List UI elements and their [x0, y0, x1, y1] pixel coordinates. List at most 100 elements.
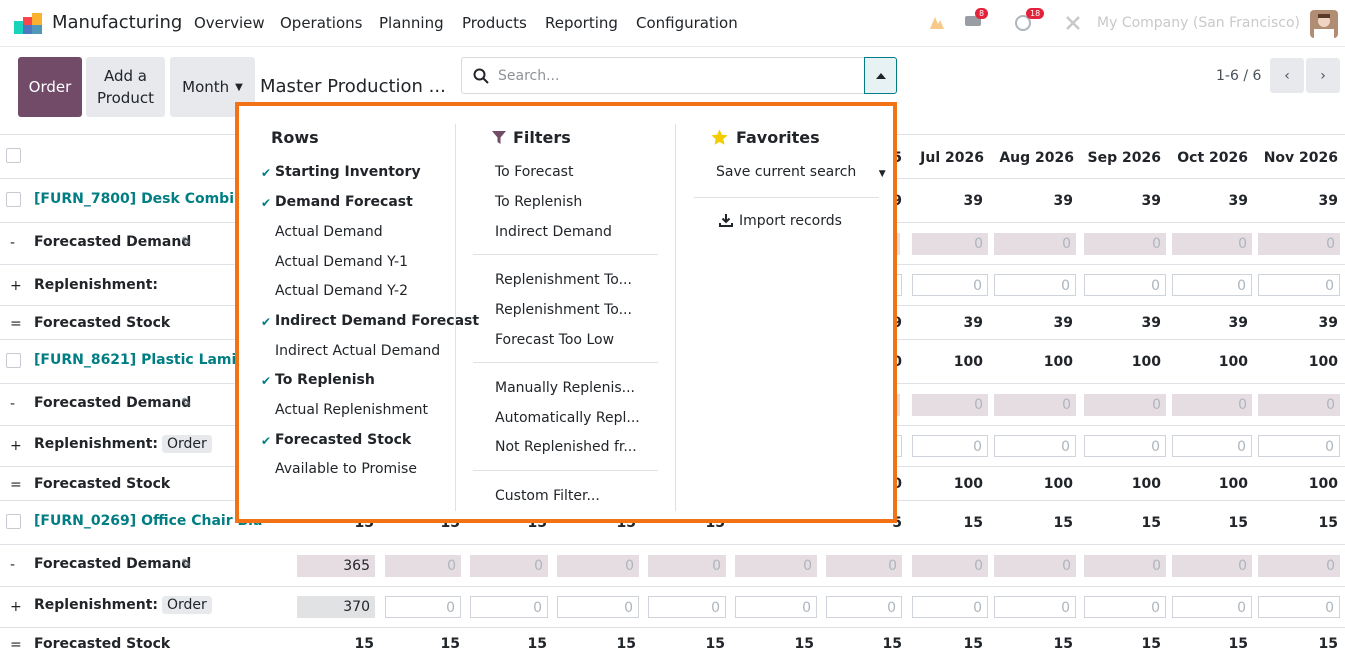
forecast-cell[interactable]: 0 [385, 555, 461, 577]
replenish-cell[interactable]: 370 [297, 596, 375, 618]
user-avatar[interactable] [1310, 10, 1338, 38]
period-dropdown[interactable]: Month ▼ [170, 57, 255, 117]
row-option-actual-replenishment[interactable]: Actual Replenishment [275, 402, 428, 418]
forecast-cell[interactable]: 0 [826, 555, 902, 577]
forecast-cell[interactable]: 0 [1172, 233, 1252, 255]
search-options-toggle[interactable] [864, 57, 897, 94]
replenish-cell[interactable]: 0 [1084, 274, 1166, 296]
row-checkbox[interactable] [6, 353, 21, 368]
forecast-cell[interactable]: 0 [1258, 233, 1340, 255]
pencil-icon[interactable]: ✎ [181, 557, 192, 572]
row-option-actual-demand-y1[interactable]: Actual Demand Y-1 [275, 254, 408, 270]
row-option-indirect-actual-demand[interactable]: Indirect Actual Demand [275, 343, 441, 359]
forecast-cell[interactable]: 0 [994, 233, 1076, 255]
replenish-cell[interactable]: 0 [1172, 596, 1252, 618]
replenish-cell[interactable]: 0 [648, 596, 726, 618]
filter-replenishment-2[interactable]: Replenishment To... [495, 302, 632, 318]
replenish-cell[interactable]: 0 [912, 435, 988, 457]
replenish-cell[interactable]: 0 [994, 435, 1076, 457]
row-checkbox[interactable] [6, 514, 21, 529]
replenish-cell[interactable]: 0 [994, 596, 1076, 618]
forecast-cell[interactable]: 0 [557, 555, 639, 577]
forecast-cell[interactable]: 0 [735, 555, 817, 577]
filter-to-replenish[interactable]: To Replenish [495, 194, 583, 210]
row-checkbox[interactable] [6, 192, 21, 207]
row-option-available-to-promise[interactable]: Available to Promise [275, 461, 417, 477]
custom-filter-button[interactable]: Custom Filter... [495, 488, 600, 504]
pencil-icon[interactable]: ✎ [181, 396, 192, 411]
replenish-cell[interactable]: 0 [826, 596, 902, 618]
search-bar[interactable]: Search... [461, 57, 865, 94]
filter-to-forecast[interactable]: To Forecast [495, 164, 574, 180]
row-option-forecasted-stock[interactable]: Forecasted Stock [275, 432, 412, 448]
chat-icon[interactable]: 8 [963, 8, 989, 32]
row-option-demand-forecast[interactable]: Demand Forecast [275, 194, 413, 210]
select-all-checkbox[interactable] [6, 148, 21, 163]
debug-icon[interactable] [927, 12, 947, 32]
forecast-cell[interactable]: 0 [470, 555, 548, 577]
forecast-cell[interactable]: 0 [648, 555, 726, 577]
add-product-button[interactable]: Add a Product [86, 57, 165, 117]
row-option-starting-inventory[interactable]: Starting Inventory [275, 164, 421, 180]
filter-forecast-too-low[interactable]: Forecast Too Low [495, 332, 615, 348]
pager-previous-button[interactable]: ‹ [1270, 58, 1304, 93]
forecast-cell[interactable]: 0 [1172, 555, 1252, 577]
replenish-cell[interactable]: 0 [557, 596, 639, 618]
filter-replenishment-1[interactable]: Replenishment To... [495, 272, 632, 288]
replenish-cell[interactable]: 0 [912, 274, 988, 296]
forecast-cell[interactable]: 365 [297, 555, 375, 577]
filter-automatically-replenished[interactable]: Automatically Repl... [495, 410, 640, 426]
row-option-actual-demand[interactable]: Actual Demand [275, 224, 383, 240]
replenish-cell[interactable]: 0 [1172, 274, 1252, 296]
replenish-cell[interactable]: 0 [912, 596, 988, 618]
forecast-cell[interactable]: 0 [1172, 394, 1252, 416]
product-name[interactable]: [FURN_8621] Plastic Laminate [34, 352, 272, 368]
order-tag-button[interactable]: Order [162, 435, 212, 453]
forecast-cell[interactable]: 0 [1084, 555, 1166, 577]
forecast-cell[interactable]: 0 [994, 555, 1076, 577]
forecast-cell[interactable]: 0 [912, 394, 988, 416]
row-option-indirect-demand-forecast[interactable]: Indirect Demand Forecast [275, 313, 480, 329]
menu-reporting[interactable]: Reporting [545, 14, 618, 32]
order-tag-button[interactable]: Order [162, 596, 212, 614]
menu-planning[interactable]: Planning [379, 14, 444, 32]
app-name[interactable]: Manufacturing [52, 12, 183, 33]
forecast-cell[interactable]: 0 [1084, 394, 1166, 416]
replenish-cell[interactable]: 0 [1258, 274, 1340, 296]
replenish-cell[interactable]: 0 [994, 274, 1076, 296]
save-current-search-toggle[interactable]: Save current search ▼ [716, 164, 886, 180]
pager-next-button[interactable]: › [1306, 58, 1340, 93]
product-name[interactable]: [FURN_0269] Office Chair Bla [34, 513, 263, 529]
menu-products[interactable]: Products [462, 14, 527, 32]
replenish-cell[interactable]: 0 [1084, 596, 1166, 618]
forecast-cell[interactable]: 0 [1084, 233, 1166, 255]
search-input[interactable]: Search... [498, 68, 560, 84]
filter-not-replenished[interactable]: Not Replenished fr... [495, 439, 637, 455]
forecast-cell[interactable]: 0 [912, 555, 988, 577]
forecast-cell[interactable]: 0 [1258, 394, 1340, 416]
filter-indirect-demand[interactable]: Indirect Demand [495, 224, 612, 240]
replenish-cell[interactable]: 0 [1258, 435, 1340, 457]
replenish-cell[interactable]: 0 [1258, 596, 1340, 618]
activity-icon[interactable]: 18 [1014, 8, 1045, 32]
manufacturing-app-icon[interactable] [14, 13, 42, 34]
import-records-button[interactable]: Import records [719, 213, 842, 229]
replenish-cell[interactable]: 0 [735, 596, 817, 618]
row-option-actual-demand-y2[interactable]: Actual Demand Y-2 [275, 283, 408, 299]
replenish-cell[interactable]: 0 [470, 596, 548, 618]
forecast-cell[interactable]: 0 [994, 394, 1076, 416]
tools-icon[interactable] [1064, 14, 1082, 32]
pencil-icon[interactable]: ✎ [181, 235, 192, 250]
forecast-cell[interactable]: 0 [912, 233, 988, 255]
replenish-cell[interactable]: 0 [385, 596, 461, 618]
row-option-to-replenish[interactable]: To Replenish [275, 372, 375, 388]
product-name[interactable]: [FURN_7800] Desk Combinat [34, 191, 261, 207]
filter-manually-replenished[interactable]: Manually Replenis... [495, 380, 636, 396]
menu-configuration[interactable]: Configuration [636, 14, 738, 32]
replenish-cell[interactable]: 0 [1084, 435, 1166, 457]
forecast-cell[interactable]: 0 [1258, 555, 1340, 577]
menu-overview[interactable]: Overview [194, 14, 265, 32]
pager-value[interactable]: 1-6 / 6 [1216, 68, 1262, 84]
company-switcher[interactable]: My Company (San Francisco) [1097, 15, 1300, 31]
replenish-cell[interactable]: 0 [1172, 435, 1252, 457]
